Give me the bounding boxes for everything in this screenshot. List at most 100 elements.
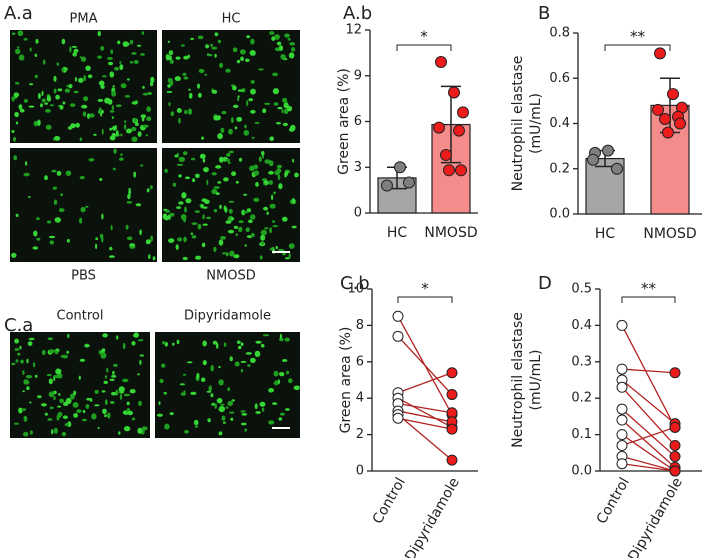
cell <box>213 186 220 190</box>
cell <box>26 386 30 391</box>
cell <box>69 103 76 107</box>
cell <box>178 156 185 162</box>
cell <box>102 408 107 414</box>
cell <box>192 178 196 183</box>
cell <box>184 206 187 213</box>
cell <box>206 216 212 220</box>
cell <box>183 236 187 243</box>
cell <box>29 430 33 435</box>
cell <box>251 232 255 238</box>
cell <box>212 340 218 345</box>
cell <box>244 428 247 432</box>
cell <box>123 42 130 47</box>
cell <box>260 229 268 236</box>
data-point <box>457 106 469 119</box>
cell <box>237 95 240 98</box>
cell <box>107 61 114 66</box>
cell <box>123 124 127 130</box>
cell <box>240 360 247 363</box>
cell <box>199 153 206 159</box>
cell <box>32 246 39 250</box>
cell <box>111 105 114 111</box>
cell <box>131 126 137 132</box>
cell <box>22 370 25 375</box>
cell <box>17 46 20 49</box>
data-point <box>654 47 666 60</box>
cell <box>117 40 121 45</box>
cell <box>172 342 175 346</box>
cell <box>227 387 231 392</box>
cell <box>221 252 228 255</box>
cell <box>178 201 184 205</box>
cell <box>56 170 62 176</box>
y-tick-label: 0.4 <box>549 116 570 131</box>
cell <box>81 418 87 422</box>
cell <box>213 246 217 252</box>
cell <box>202 158 206 163</box>
cell <box>260 241 265 245</box>
cell <box>135 122 139 126</box>
cell <box>254 121 260 124</box>
cell <box>95 237 99 240</box>
data-point <box>433 121 445 134</box>
cell <box>105 375 107 379</box>
cell <box>190 391 197 395</box>
cell <box>255 340 262 344</box>
cell <box>179 383 186 386</box>
cell <box>236 340 241 344</box>
pair-line <box>397 403 453 414</box>
cell <box>120 133 123 137</box>
cell <box>114 66 120 71</box>
cell <box>98 107 102 114</box>
micrograph <box>10 332 150 438</box>
cell <box>226 153 231 157</box>
y-tick-label: 0.1 <box>571 427 592 442</box>
cell <box>211 89 218 94</box>
cell <box>276 122 281 125</box>
cell <box>94 389 99 394</box>
cell <box>284 337 290 342</box>
data-point <box>381 179 393 192</box>
cell <box>164 215 169 221</box>
cell <box>131 417 136 421</box>
cell <box>174 76 181 82</box>
micrograph <box>10 30 157 143</box>
data-point <box>435 56 447 69</box>
cell <box>137 44 142 47</box>
cell <box>158 401 161 406</box>
cell <box>248 98 253 102</box>
pair-line <box>397 410 453 423</box>
cell <box>219 204 222 209</box>
cell <box>140 53 145 56</box>
cell <box>288 52 295 59</box>
cell <box>68 84 73 89</box>
cell <box>240 49 246 55</box>
cell <box>276 168 282 174</box>
y-tick-label: 6 <box>354 114 362 129</box>
cell <box>98 80 105 86</box>
cell <box>201 242 206 248</box>
cell <box>62 415 68 420</box>
cell <box>234 361 240 367</box>
cell <box>241 413 248 416</box>
cell <box>269 247 273 251</box>
cell <box>289 127 295 132</box>
cell <box>245 227 250 232</box>
pair-line <box>621 419 676 468</box>
cell <box>142 85 145 89</box>
cell <box>234 126 238 130</box>
y-tick-label: 3 <box>354 160 362 175</box>
cell <box>59 398 64 404</box>
cell <box>176 163 184 166</box>
cell <box>11 130 15 133</box>
y-tick-label: 0 <box>356 464 364 479</box>
cell <box>268 170 274 175</box>
cell <box>140 164 144 167</box>
cell <box>133 171 137 178</box>
panel-label: A.a <box>4 3 33 24</box>
cell <box>286 105 293 112</box>
cell <box>207 418 211 423</box>
pair-line <box>397 372 453 394</box>
y-tick-label: 0.8 <box>549 26 570 41</box>
cell <box>170 111 175 117</box>
